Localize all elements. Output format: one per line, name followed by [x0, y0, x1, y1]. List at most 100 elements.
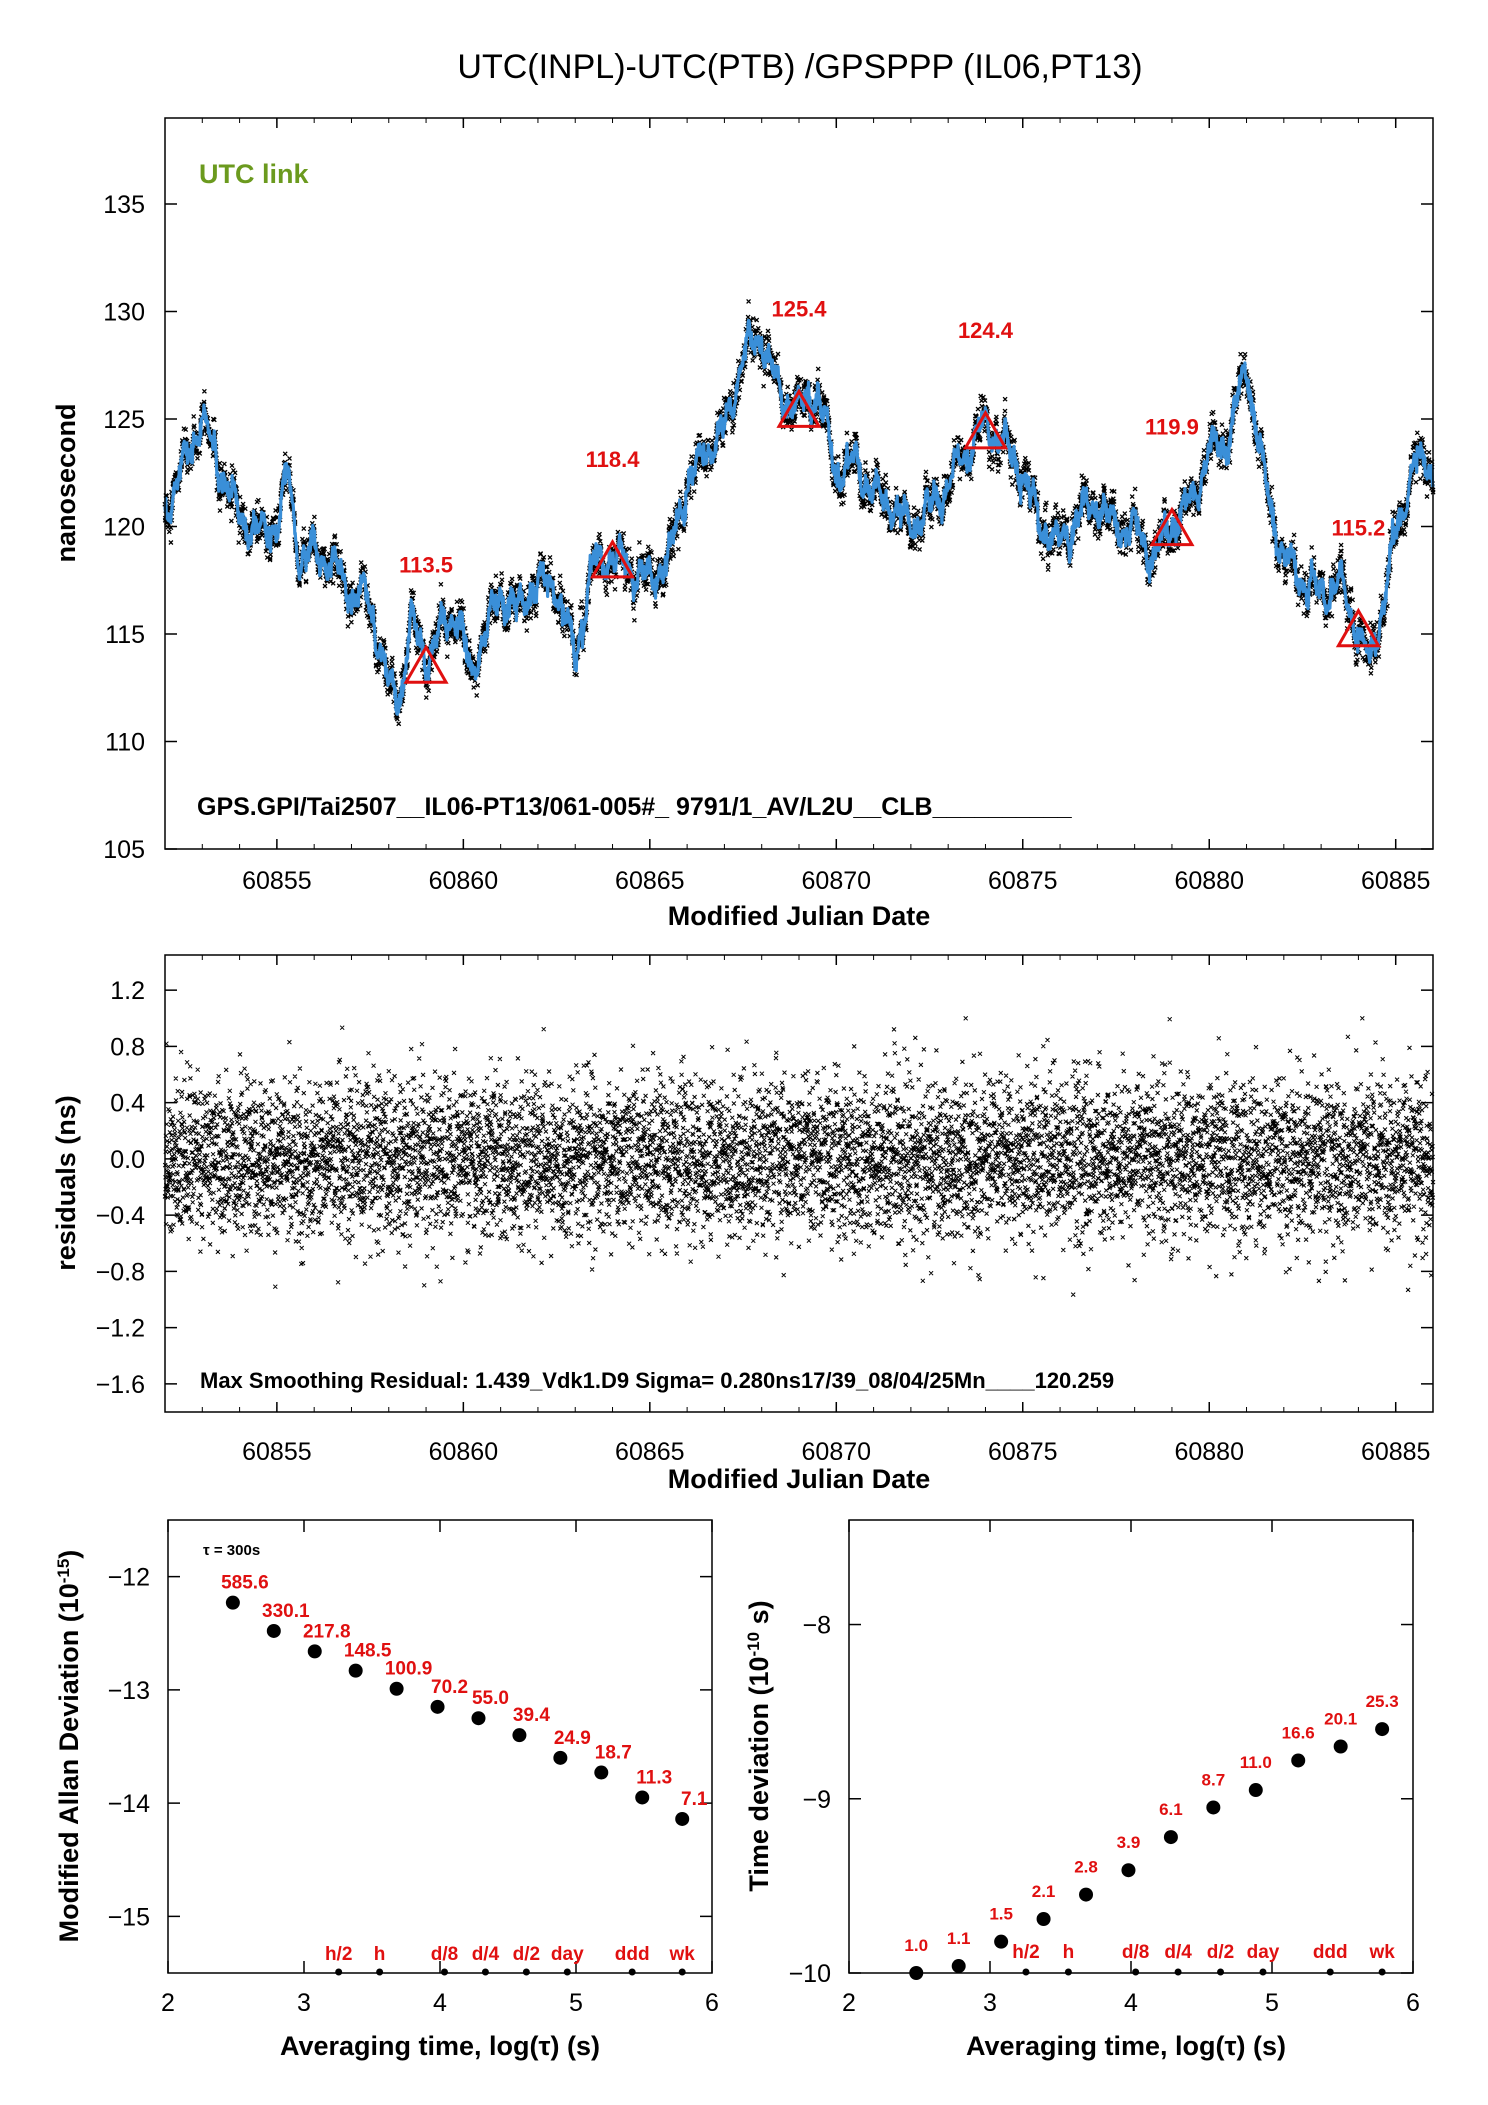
data-point — [1079, 1887, 1094, 1902]
data-label: 70.2 — [431, 1677, 468, 1698]
y-tick-label: −12 — [108, 1564, 150, 1592]
data-label: 585.6 — [221, 1573, 269, 1594]
panel-allan-deviation: 2 3 4 5 6 −12 −13 −14 −15 585.6 330.1217.8148.510… — [54, 1519, 719, 2061]
x-tick-label: 4 — [1124, 1989, 1138, 2017]
marker-label: 118.4 — [586, 447, 641, 472]
y-axis-label-exponent: -15 — [54, 1559, 73, 1584]
footer-text: GPS.GPI/Tai2507__IL06-PT13/061-005#_ 979… — [197, 793, 1073, 821]
interval-label: h/2 — [1012, 1942, 1039, 1963]
interval-marker — [1326, 1968, 1334, 1976]
data-point — [635, 1790, 650, 1805]
panel-residuals: 60855 60860 60865 60870 60875 60880 60885 1.2 0.… — [51, 954, 1436, 1494]
data-point — [266, 1623, 281, 1638]
x-tick-label: 6 — [705, 1989, 719, 2017]
tick-group: 2 3 4 5 6 −12 −13 −14 −15 — [108, 1520, 719, 2017]
y-tick-label: 120 — [103, 514, 145, 542]
x-tick-label: 3 — [297, 1989, 311, 2017]
interval-label: day — [1247, 1942, 1280, 1963]
x-tick-label: 60865 — [615, 867, 685, 895]
interval-marker — [1064, 1968, 1072, 1976]
y-axis-label: Time deviation (10-10 s) — [744, 1600, 775, 1891]
interval-marker — [335, 1968, 343, 1976]
y-tick-label: −0.4 — [96, 1202, 145, 1230]
marker-triangle — [1335, 607, 1381, 648]
x-tick-label: 2 — [842, 1989, 856, 2017]
data-label: 100.9 — [385, 1659, 433, 1680]
marker-label: 113.5 — [399, 552, 453, 577]
tick-group: 2 3 4 5 6 −8 −9 −10 — [789, 1520, 1420, 2017]
marker-triangle — [1149, 506, 1195, 547]
data-point — [1291, 1753, 1306, 1768]
interval-marker — [1174, 1968, 1182, 1976]
y-tick-label: 0.8 — [110, 1033, 145, 1061]
x-tick-label: 60875 — [988, 1438, 1058, 1466]
y-axis-label: residuals (ns) — [51, 1095, 81, 1271]
data-point — [225, 1595, 240, 1610]
y-tick-label: 125 — [103, 406, 145, 434]
x-tick-label: 60885 — [1361, 1438, 1431, 1466]
plot-frame — [164, 954, 1434, 1413]
data-label: 55.0 — [472, 1688, 509, 1709]
data-label: 16.6 — [1282, 1723, 1315, 1742]
interval-label: d/4 — [1164, 1942, 1192, 1963]
data-label: 24.9 — [554, 1728, 591, 1749]
y-tick-label: 105 — [103, 836, 145, 864]
smoothed-series-line — [163, 318, 1435, 716]
data-label: 3.9 — [1117, 1833, 1141, 1852]
points-group — [162, 1015, 1436, 1297]
interval-marker — [376, 1968, 384, 1976]
interval-label: h — [374, 1944, 386, 1965]
marker-triangle — [403, 644, 449, 684]
interval-label: d/2 — [513, 1944, 540, 1965]
y-axis-label-base: Modified Allan Deviation (10 — [54, 1583, 84, 1942]
data-label: 1.0 — [904, 1936, 928, 1955]
marker-triangle — [962, 409, 1009, 450]
y-tick-label: −10 — [789, 1960, 831, 1988]
residual-points — [162, 1015, 1436, 1297]
data-point — [430, 1699, 445, 1714]
x-axis-label: Modified Julian Date — [668, 901, 931, 931]
y-tick-label: −15 — [108, 1903, 150, 1931]
y-tick-label: 110 — [105, 729, 145, 757]
footer-text: Max Smoothing Residual: 1.439_Vdk1.D9 Si… — [200, 1368, 1114, 1393]
data-point — [1163, 1830, 1178, 1845]
interval-label: h — [1063, 1942, 1075, 1963]
panel-time-deviation: 2 3 4 5 6 −8 −9 −10 1.0 1.1 1.5 2.1 2.8 3.9 6.1 8.7 11.… — [744, 1519, 1420, 2061]
interval-marker — [678, 1968, 686, 1976]
y-axis-label: Modified Allan Deviation (10-15) — [54, 1550, 85, 1943]
x-tick-label: 2 — [161, 1989, 175, 2017]
interval-label: d/8 — [431, 1944, 458, 1965]
interval-label: d/8 — [1122, 1942, 1149, 1963]
data-label: 2.1 — [1032, 1882, 1056, 1901]
data-label: 1.1 — [947, 1929, 971, 1948]
utc-link-label: UTC link — [199, 159, 309, 189]
figure-title: UTC(INPL)-UTC(PTB) /GPSPPP (IL06,PT13) — [457, 48, 1142, 86]
interval-label: d/2 — [1207, 1942, 1234, 1963]
y-axis-label-base: Time deviation (10 — [744, 1657, 774, 1892]
y-tick-label: −13 — [108, 1677, 150, 1705]
data-point — [909, 1966, 924, 1980]
data-point — [994, 1934, 1009, 1949]
x-tick-label: 60880 — [1174, 867, 1244, 895]
interval-marker — [1022, 1968, 1030, 1976]
data-label: 18.7 — [595, 1743, 632, 1764]
x-tick-label: 60860 — [429, 867, 499, 895]
x-tick-label: 60860 — [429, 1438, 499, 1466]
y-tick-label: 0.0 — [110, 1146, 145, 1174]
x-tick-label: 4 — [433, 1989, 447, 2017]
points-group: 1.0 1.1 1.5 2.1 2.8 3.9 6.1 8.7 11.0 16.6 20.1 25.3… — [904, 1692, 1399, 1980]
plot-frame — [848, 1519, 1414, 1974]
x-tick-label: 60855 — [242, 1438, 312, 1466]
points-group: 585.6 330.1217.8148.5100.970.255.039.424.… — [221, 1573, 708, 1976]
interval-marker — [440, 1968, 448, 1976]
y-axis-label-exponent: -10 — [744, 1632, 763, 1657]
data-label: 20.1 — [1324, 1710, 1357, 1729]
data-label: 7.1 — [681, 1789, 708, 1810]
tick-group: 60855 60860 60865 60870 60875 60880 60885 1.2 0.… — [96, 955, 1434, 1466]
data-label: 11.3 — [636, 1767, 672, 1788]
interval-marker — [1217, 1968, 1225, 1976]
data-point — [553, 1750, 568, 1765]
tau-label: τ = 300s — [203, 1542, 260, 1559]
y-axis-label-end: ) — [54, 1550, 84, 1559]
